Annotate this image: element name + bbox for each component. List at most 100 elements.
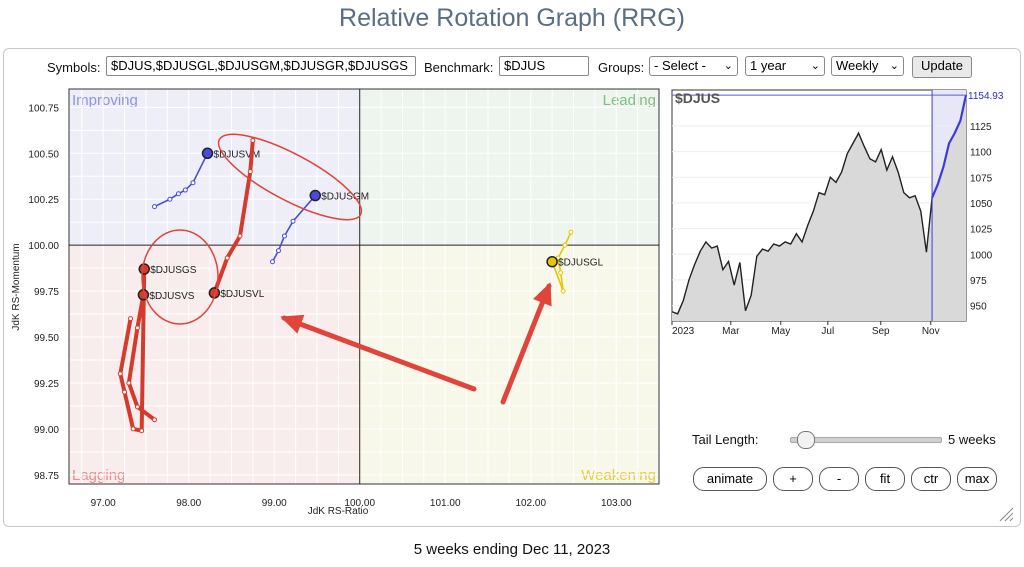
x-tick-label: 97.00 <box>91 498 116 509</box>
quadrant-label-weakening: Weakening <box>581 467 656 484</box>
y-tick-label: 100.25 <box>28 195 59 206</box>
x-tick-label: 100.00 <box>344 498 375 509</box>
tail-length-slider[interactable] <box>790 431 942 449</box>
price-y-tick: 1025 <box>970 225 993 236</box>
fit-button[interactable]: fit <box>865 467 905 491</box>
tail-point <box>134 404 140 410</box>
tail-point <box>134 325 140 331</box>
price-y-tick: 975 <box>970 276 987 287</box>
quadrant-label-improving: Improving <box>72 92 138 109</box>
quadrant-label-lagging: Lagging <box>72 467 125 484</box>
tail-point <box>152 417 158 423</box>
x-tick-label: 98.00 <box>176 498 201 509</box>
price-y-tick: 1100 <box>970 148 992 159</box>
tail-point <box>224 255 230 261</box>
tail-point <box>152 204 158 210</box>
price-y-tick: 1125 <box>970 122 992 133</box>
benchmark-label: Benchmark: <box>424 60 494 75</box>
x-tick-label: 99.00 <box>262 498 287 509</box>
rrg-chart[interactable]: Improving Leading Lagging Weakening 97.00 98… <box>0 80 660 550</box>
animate-button[interactable]: animate <box>693 467 767 491</box>
y-tick-label: 99.00 <box>34 425 59 436</box>
annotation-ellipse <box>217 133 363 221</box>
chevron-down-icon: ⌄ <box>810 60 820 72</box>
price-y-tick: 1000 <box>970 250 993 261</box>
series-head-djusgl <box>546 255 558 268</box>
quadrant-improving <box>69 89 360 246</box>
annotation-arrowhead <box>533 282 552 307</box>
tail-length-value: 5 weeks <box>948 432 996 447</box>
x-tick-label: 102.00 <box>515 498 546 509</box>
tail-point <box>167 196 173 202</box>
y-tick-label: 98.75 <box>34 471 59 482</box>
y-tick-label: 100.50 <box>28 149 59 160</box>
y-axis-label: JdK RS-Momentum <box>11 243 22 330</box>
tail-point <box>560 288 566 294</box>
tail-point <box>270 259 276 265</box>
last-value-label: 1154.93 <box>968 91 1004 102</box>
plot-frame <box>68 88 660 485</box>
price-x-tick: Jul <box>821 326 834 337</box>
groups-label: Groups: <box>598 60 645 75</box>
series-tail-djusvm <box>153 152 209 208</box>
page-title: Relative Rotation Graph (RRG) <box>339 4 685 32</box>
tail-point <box>237 233 243 239</box>
chevron-down-icon: ⌄ <box>723 60 733 72</box>
tail-point <box>568 229 574 235</box>
annotation-arrow <box>281 315 477 392</box>
y-tick-label: 99.50 <box>34 333 59 344</box>
footer-caption: 5 weeks ending Dec 11, 2023 <box>413 541 611 558</box>
price-x-tick: Mar <box>722 326 740 337</box>
benchmark-input[interactable]: $DJUS <box>499 56 589 76</box>
tail-point <box>139 428 145 434</box>
resize-handle-icon[interactable] <box>998 506 1014 522</box>
tail-point <box>558 270 564 276</box>
price-y-tick: 950 <box>970 302 987 313</box>
series-head-djusgm <box>309 189 322 202</box>
tail-point <box>175 191 181 197</box>
groups-select[interactable]: - Select - ⌄ <box>649 56 738 76</box>
tail-point <box>562 242 568 248</box>
y-tick-label: 100.00 <box>28 241 59 252</box>
x-tick-label: 103.00 <box>601 498 632 509</box>
series-head-djusvm <box>201 147 214 160</box>
center-button[interactable]: ctr <box>911 467 951 491</box>
tail-point <box>275 248 281 254</box>
max-button[interactable]: max <box>957 467 997 491</box>
y-tick-label: 99.75 <box>34 287 59 298</box>
series-label: $DJUSGS <box>150 265 196 276</box>
series-label: $DJUSVL <box>220 289 264 300</box>
groups-select-value: - Select - <box>654 58 707 73</box>
series-label: $DJUSVM <box>214 149 261 160</box>
update-button[interactable]: Update <box>912 56 972 78</box>
tail-point <box>130 426 136 432</box>
symbols-input[interactable]: $DJUS,$DJUSGL,$DJUSGM,$DJUSGR,$DJUSGS <box>106 56 416 76</box>
quadrant-lagging <box>69 245 360 484</box>
x-tick-label: 101.00 <box>430 498 461 509</box>
price-line-recent <box>931 94 968 199</box>
zoom-out-button[interactable]: - <box>819 467 859 491</box>
tail-point <box>247 169 253 175</box>
x-axis-label: JdK RS-Ratio <box>308 506 369 517</box>
y-tick-label: 99.25 <box>34 379 59 390</box>
period-select[interactable]: 1 year ⌄ <box>745 56 825 76</box>
price-x-tick: 2023 <box>672 326 695 337</box>
slider-handle[interactable] <box>797 431 816 449</box>
price-x-tick: May <box>771 326 790 337</box>
annotation-ellipse <box>141 229 219 325</box>
price-line <box>671 131 933 315</box>
series-label: $DJUSGM <box>321 192 369 203</box>
zoom-in-button[interactable]: + <box>773 467 813 491</box>
tail-point <box>126 380 132 386</box>
tail-point <box>117 371 123 377</box>
series-label: $DJUSGL <box>558 258 603 269</box>
tail-point <box>190 180 196 186</box>
tail-point <box>128 316 134 322</box>
tail-point <box>281 233 287 239</box>
tail-point <box>122 389 128 395</box>
series-tail-djusgs <box>118 267 147 433</box>
frequency-select-value: Weekly <box>836 58 879 73</box>
frequency-select[interactable]: Weekly ⌄ <box>831 56 904 76</box>
series-label: $DJUSVS <box>149 291 194 302</box>
price-x-tick: Sep <box>872 326 890 337</box>
